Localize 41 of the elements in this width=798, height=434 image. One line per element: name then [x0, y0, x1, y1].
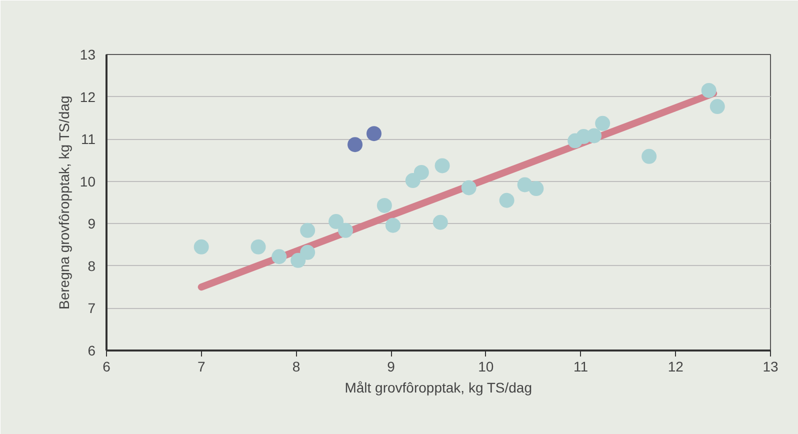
x-tick-label: 7 — [197, 358, 206, 374]
y-tick-label: 11 — [80, 131, 96, 148]
point — [461, 180, 476, 196]
point — [710, 99, 725, 114]
point — [376, 198, 392, 213]
x-tick-label: 6 — [102, 358, 111, 374]
x-tick-label: 12 — [668, 358, 684, 374]
point — [300, 222, 316, 238]
x-tick-label: 9 — [387, 358, 396, 374]
point — [414, 164, 429, 180]
y-tick-label: 12 — [80, 88, 96, 105]
point — [528, 181, 544, 196]
y-tick-label: 8 — [88, 258, 96, 274]
point — [586, 128, 602, 144]
x-tick-label: 8 — [292, 358, 300, 374]
point — [366, 126, 382, 142]
point — [290, 252, 306, 268]
point — [432, 214, 448, 230]
y-tick-label: 13 — [80, 46, 96, 62]
point — [194, 239, 209, 254]
point — [642, 148, 657, 164]
x-tick-label: 13 — [762, 358, 778, 374]
point — [300, 244, 316, 260]
y-axis-title: Beregna grovfôropptak, kg TS/dag — [56, 96, 72, 310]
point — [328, 214, 344, 230]
point — [499, 192, 514, 208]
x-tick-label: 11 — [574, 358, 588, 374]
point — [434, 158, 450, 174]
point — [272, 249, 287, 264]
x-tick-label: 10 — [478, 358, 494, 374]
y-tick-label: 7 — [88, 300, 96, 316]
point — [385, 218, 400, 233]
point — [250, 239, 266, 254]
point — [701, 82, 716, 98]
point — [595, 116, 610, 131]
y-tick-label: 9 — [88, 216, 96, 232]
point — [338, 222, 354, 238]
x-axis-title: Målt grovfôropptak, kg TS/dag — [344, 380, 532, 396]
y-tick-label: 6 — [88, 342, 96, 358]
y-tick-label: 10 — [80, 173, 96, 190]
point — [348, 137, 363, 152]
